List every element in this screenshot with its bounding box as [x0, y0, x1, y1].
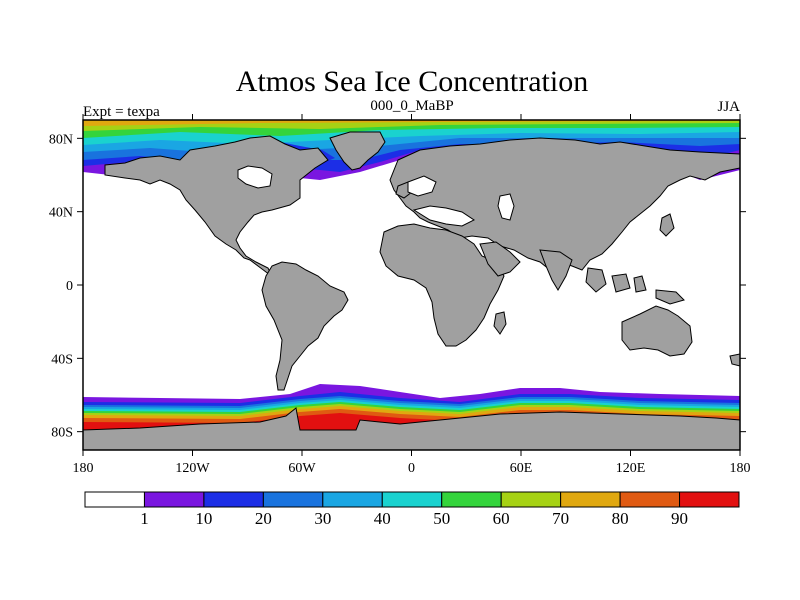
eurasia — [389, 137, 741, 271]
lon-tick-label: 180 — [730, 461, 751, 476]
india — [539, 249, 573, 291]
figure-title: Atmos Sea Ice Concentration — [236, 65, 588, 98]
lat-tick-label: 80N — [49, 132, 73, 147]
season-label: JJA — [717, 99, 740, 115]
lon-tick-label: 180 — [73, 461, 94, 476]
experiment-label: Expt = texpa — [83, 104, 160, 120]
colorbar-swatch — [84, 491, 145, 508]
australia — [621, 305, 693, 357]
colorbar-swatch — [381, 491, 443, 508]
lon-tick-label: 60W — [288, 461, 316, 476]
colorbar-label: 10 — [195, 509, 212, 528]
lon-tick-label: 120W — [175, 461, 210, 476]
lat-tick-label: 40S — [51, 352, 73, 367]
arctic-ice-band-80 — [83, 120, 740, 126]
lon-tick-label: 0 — [408, 461, 415, 476]
arabian-peninsula — [479, 241, 521, 277]
north-america — [104, 135, 329, 278]
colorbar-swatch — [143, 491, 205, 508]
lat-tick-label: 80S — [51, 426, 73, 441]
indonesia-b — [633, 275, 647, 293]
colorbar-swatch — [322, 491, 383, 508]
japan — [659, 213, 675, 237]
colorbar-label: 50 — [433, 509, 450, 528]
south-america — [261, 261, 349, 391]
colorbar-label: 90 — [671, 509, 688, 528]
colorbar-label: 60 — [493, 509, 510, 528]
greenland — [329, 131, 386, 171]
scandinavia-sea — [407, 175, 437, 197]
period-label: 000_0_MaBP — [370, 98, 453, 114]
new-guinea — [655, 289, 685, 305]
colorbar-swatch — [679, 491, 740, 508]
longitude-axis: 180 120W 60W 0 60E 120E 180 — [73, 114, 751, 476]
colorbar-label: 80 — [612, 509, 629, 528]
madagascar — [493, 311, 507, 335]
colorbar-label: 1 — [140, 509, 149, 528]
colorbar-label: 70 — [552, 509, 569, 528]
colorbar-swatch — [500, 491, 562, 508]
lon-tick-label: 120E — [616, 461, 646, 476]
colorbar-swatch — [203, 491, 264, 508]
latitude-axis: 80N 40N 0 40S 80S — [49, 132, 746, 441]
land-masses — [82, 131, 741, 451]
hudson-bay-land — [237, 165, 273, 189]
lat-tick-label: 0 — [66, 279, 73, 294]
indonesia-a — [611, 273, 631, 293]
colorbar-swatch — [262, 491, 324, 508]
colorbar-swatch — [441, 491, 502, 508]
lon-tick-label: 60E — [510, 461, 533, 476]
colorbar-swatch — [619, 491, 681, 508]
southeast-asia-islands — [585, 267, 607, 293]
colorbar: 1 10 20 30 40 50 60 70 80 90 — [84, 491, 740, 528]
map-panel: 80N 40N 0 40S 80S 180 120W 60W 0 60E 120E 180 — [49, 114, 751, 476]
colorbar-label: 20 — [255, 509, 272, 528]
africa — [379, 223, 505, 347]
colorbar-label: 30 — [314, 509, 331, 528]
colorbar-label: 40 — [374, 509, 391, 528]
caspian-sea — [497, 193, 515, 221]
antarctica — [82, 407, 741, 451]
mediterranean-sea — [412, 205, 475, 227]
colorbar-swatch — [560, 491, 621, 508]
lat-tick-label: 40N — [49, 206, 73, 221]
